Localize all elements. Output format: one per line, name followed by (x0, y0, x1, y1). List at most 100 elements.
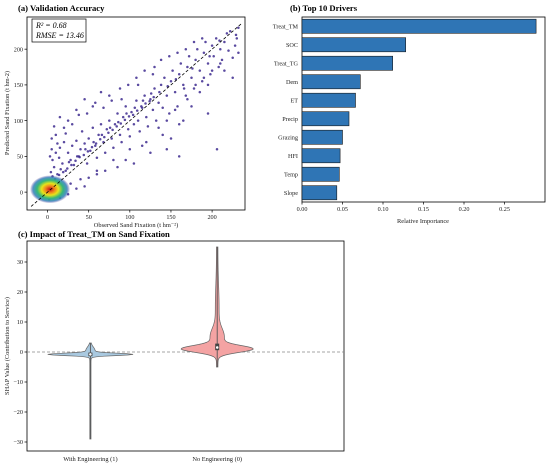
scatter-point (196, 47, 199, 51)
x-tick-label: 0.00 (297, 206, 308, 213)
driver-bar (301, 129, 343, 145)
driver-category-label: HFI (288, 153, 298, 160)
violin-group-label: With Engineering (1) (63, 456, 117, 463)
scatter-point (92, 140, 95, 144)
scatter-point (52, 125, 56, 128)
scatter-point (190, 76, 193, 80)
scatter-point (200, 80, 204, 83)
scatter-point (161, 106, 164, 110)
scatter-point (48, 155, 52, 158)
y-tick-label: −10 (13, 379, 23, 386)
scatter-point (154, 119, 158, 122)
scatter-point (50, 147, 53, 151)
scatter-point (103, 169, 107, 172)
scatter-point (143, 94, 146, 97)
validation-y-label: Predicted Sand Fixation (t hm-2) (4, 71, 11, 155)
scatter-point (153, 87, 156, 90)
scatter-point (177, 72, 181, 76)
scatter-point (67, 160, 71, 164)
one-to-one-line (30, 23, 242, 207)
violin-median (215, 345, 220, 350)
scatter-point (237, 26, 240, 29)
scatter-point (87, 137, 90, 140)
driver-category-label: Temp (284, 171, 298, 178)
scatter-point (228, 30, 232, 33)
scatter-point (100, 133, 104, 137)
scatter-point (151, 72, 155, 76)
scatter-point (177, 155, 181, 158)
scatter-point (234, 33, 238, 37)
scatter-point (130, 110, 133, 114)
shap-title: (c) Impact of Treat_TM on Sand Fixation (18, 229, 170, 239)
driver-category-label: ET (290, 97, 298, 104)
scatter-point (206, 83, 210, 87)
scatter-point (70, 163, 73, 167)
scatter-point (116, 165, 119, 169)
scatter-point (206, 112, 210, 115)
scatter-point (210, 69, 214, 72)
scatter-point (70, 122, 74, 126)
y-tick-label: −20 (13, 409, 23, 416)
scatter-point (219, 47, 222, 51)
drivers-x-label: Relative Importance (397, 218, 449, 225)
scatter-point (141, 99, 145, 102)
scatter-point (159, 83, 163, 87)
scatter-point (184, 94, 188, 97)
driver-bar (301, 18, 537, 34)
validation-points (47, 26, 240, 201)
r2-stat: R² = 0.68 (35, 21, 67, 30)
scatter-point (140, 105, 143, 108)
scatter-point (126, 127, 130, 131)
scatter-point (94, 144, 97, 147)
scatter-point (212, 55, 215, 58)
scatter-point (152, 95, 155, 99)
y-tick-label: 0 (20, 189, 23, 196)
y-tick-label: 200 (14, 46, 23, 53)
scatter-point (52, 165, 56, 169)
y-tick-label: 0 (20, 349, 23, 356)
scatter-point (83, 97, 86, 101)
scatter-point (120, 97, 123, 101)
scatter-point (219, 62, 222, 65)
scatter-point (79, 147, 82, 151)
scatter-point (70, 144, 74, 147)
scatter-point (95, 156, 99, 160)
scatter-point (75, 108, 78, 112)
scatter-point (94, 101, 97, 105)
scatter-point (66, 119, 70, 122)
scatter-point (98, 137, 102, 141)
scatter-point (64, 132, 67, 135)
scatter-point (161, 133, 164, 137)
driver-category-label: Slope (284, 190, 298, 197)
scatter-point (210, 44, 214, 47)
scatter-point (128, 135, 132, 138)
scatter-point (217, 65, 220, 69)
scatter-point (214, 37, 218, 40)
scatter-point (83, 185, 86, 188)
driver-bar (301, 166, 340, 182)
scatter-point (124, 158, 127, 162)
density-hotspot (30, 175, 71, 204)
drivers-bars: Treat_TM SOC Treat_TG Dem ET Precip Grazing HFI… (273, 18, 537, 213)
scatter-point (145, 140, 148, 144)
violin-median (88, 352, 93, 357)
scatter-point (75, 187, 78, 190)
scatter-point (165, 119, 169, 122)
scatter-point (132, 122, 136, 126)
scatter-point (79, 178, 82, 181)
driver-bar (301, 37, 406, 53)
scatter-point (85, 112, 89, 115)
x-tick-label: 0.10 (378, 206, 389, 213)
scatter-point (187, 55, 191, 58)
scatter-point (125, 112, 128, 115)
scatter-point (136, 119, 140, 122)
scatter-point (119, 122, 123, 125)
scatter-point (108, 94, 111, 97)
scatter-point (91, 105, 95, 108)
scatter-point (200, 37, 204, 40)
scatter-point (191, 67, 194, 70)
scatter-point (153, 65, 156, 69)
scatter-point (87, 176, 90, 180)
scatter-point (169, 80, 173, 83)
scatter-point (74, 159, 77, 162)
